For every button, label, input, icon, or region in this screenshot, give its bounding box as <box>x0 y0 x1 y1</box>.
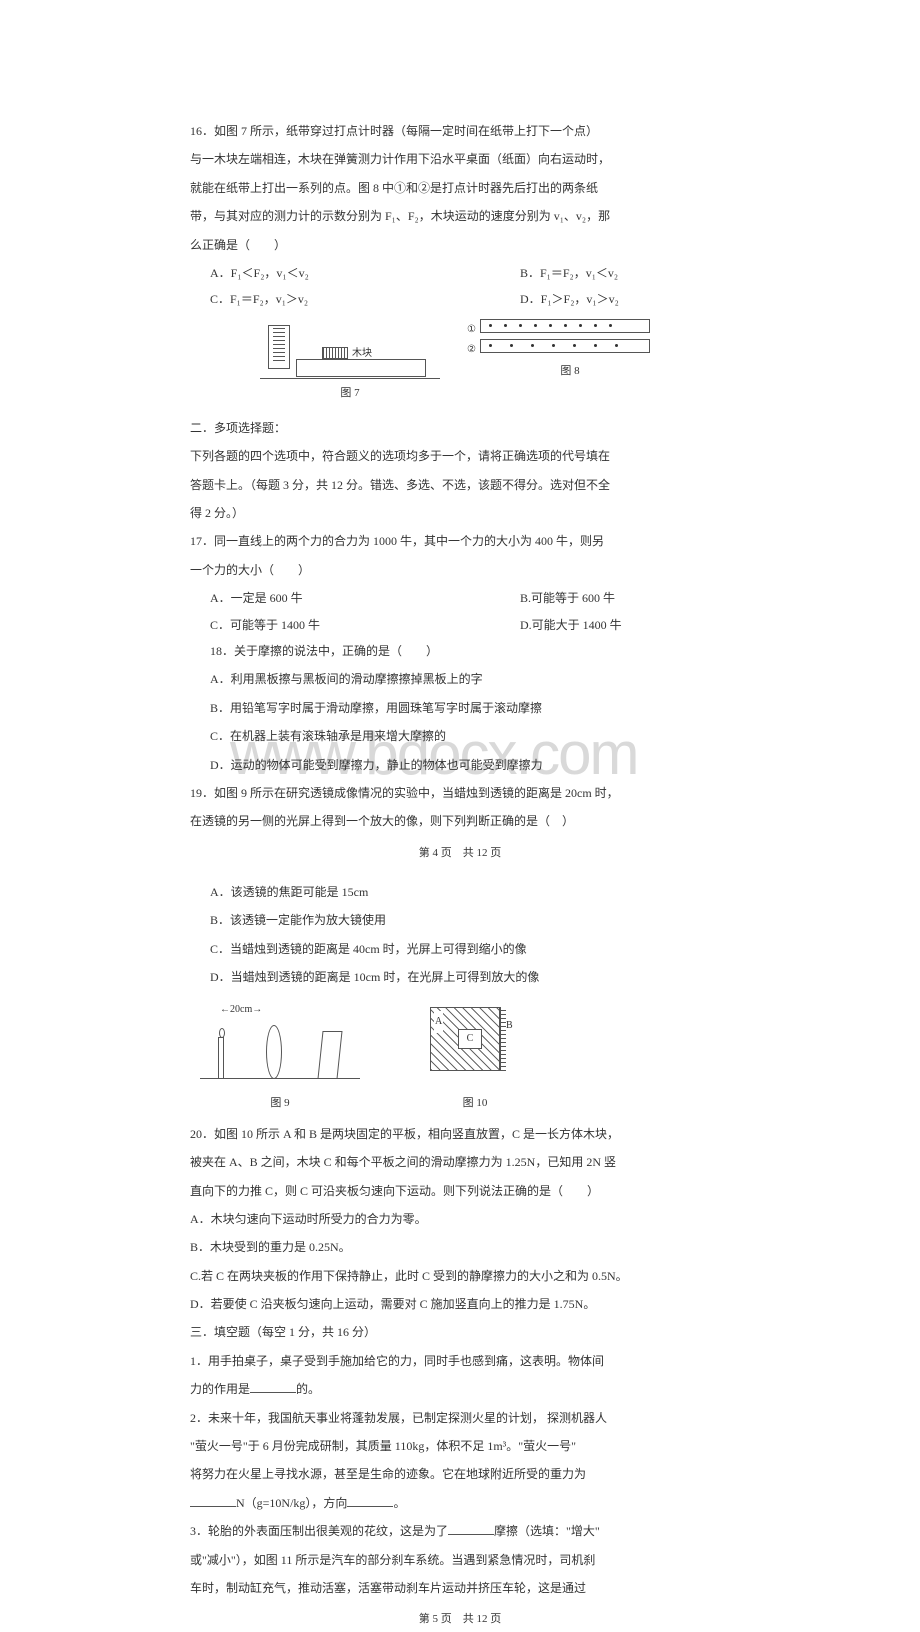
section2-desc1: 下列各题的四个选项中，符合题义的选项均多于一个，请将正确选项的代号填在 <box>190 443 730 469</box>
fill-q2d-text: N（g=10N/kg），方向 <box>236 1496 347 1510</box>
q20-line1: 20．如图 10 所示 A 和 B 是两块固定的平板，相向竖直放置，C 是一长方… <box>190 1121 730 1147</box>
fill-q1b-text: 力的作用是 <box>190 1382 250 1396</box>
lens-icon <box>266 1025 282 1079</box>
section3-title: 三．填空题（每空 1 分，共 16 分） <box>190 1319 730 1345</box>
tape-1: ① <box>480 319 650 333</box>
section2-desc2: 答题卡上。（每题 3 分，共 12 分。错选、多选、不选，该题不得分。选对但不全 <box>190 472 730 498</box>
fig9-caption: 图 9 <box>200 1091 360 1115</box>
screen-icon <box>317 1031 342 1079</box>
q18-optB: B．用铅笔写字时属于滑动摩擦，用圆珠笔写字时属于滚动摩擦 <box>190 695 730 721</box>
figure-7: 木块 图 7 <box>260 319 440 405</box>
blank-2 <box>190 1495 236 1507</box>
q16-optD: D．F₁＞F₂，v₁＞v₂ <box>420 286 730 312</box>
blank-4 <box>448 1523 494 1535</box>
q19-optD: D．当蜡烛到透镜的距离是 10cm 时，在光屏上可得到放大的像 <box>190 964 730 990</box>
fill-q2c: 将努力在火星上寻找水源，甚至是生命的迹象。它在地球附近所受的重力为 <box>190 1461 730 1487</box>
fill-q2e-text: 。 <box>393 1496 405 1510</box>
block-label: 木块 <box>352 343 372 365</box>
document-page: 16．如图 7 所示，纸带穿过打点计时器（每隔一定时间在纸带上打下一个点） 与一… <box>0 0 920 1632</box>
figure-9: ←20cm→ 图 9 <box>200 999 360 1115</box>
q17-optA: A．一定是 600 牛 <box>190 585 420 611</box>
fill-q2d: N（g=10N/kg），方向 。 <box>190 1490 730 1516</box>
tape1-label: ① <box>467 319 476 341</box>
fill-q3a-text: 3．轮胎的外表面压制出很美观的花纹，这是为了 <box>190 1524 448 1538</box>
tape2-label: ② <box>467 339 476 361</box>
candle-icon <box>218 1037 224 1079</box>
q18-stem: 18．关于摩擦的说法中，正确的是（ ） <box>190 638 730 664</box>
q20-line2: 被夹在 A、B 之间，木块 C 和每个平板之间的滑动摩擦力为 1.25N，已知用… <box>190 1149 730 1175</box>
q18-optA: A．利用黑板擦与黑板间的滑动摩擦擦掉黑板上的字 <box>190 666 730 692</box>
q20-line3: 直向下的力推 C，则 C 可沿夹板匀速向下运动。则下列说法正确的是（ ） <box>190 1178 730 1204</box>
fill-q3c: 或"减小"），如图 11 所示是汽车的部分刹车系统。当遇到紧急情况时，司机刹 <box>190 1547 730 1573</box>
section2-title: 二．多项选择题： <box>190 415 730 441</box>
q17-line2: 一个力的大小（ ） <box>190 557 730 583</box>
q20-optC: C.若 C 在两块夹板的作用下保持静止，此时 C 受到的静摩擦力的大小之和为 0… <box>190 1263 730 1289</box>
q16-line5: 么正确是（ ） <box>190 232 730 258</box>
fig7-caption: 图 7 <box>260 381 440 405</box>
figure-row-9-10: ←20cm→ 图 9 C A B 图 10 <box>200 999 730 1115</box>
q18-optC: C．在机器上装有滚珠轴承是用来增大摩擦的 <box>190 723 730 749</box>
q16-line2: 与一木块左端相连，木块在弹簧测力计作用下沿水平桌面（纸面）向右运动时， <box>190 146 730 172</box>
q20-optD: D．若要使 C 沿夹板匀速向上运动，需要对 C 施加竖直向上的推力是 1.75N… <box>190 1291 730 1317</box>
q16-line4: 带，与其对应的测力计的示数分别为 F₁、F₂，木块运动的速度分别为 v₁、v₂，… <box>190 203 730 229</box>
distance-arrows: ←20cm→ <box>220 999 262 1021</box>
fig10-caption: 图 10 <box>420 1091 530 1115</box>
section2-desc3: 得 2 分。） <box>190 500 730 526</box>
label-b: B <box>506 1015 513 1037</box>
q19-line1: 19．如图 9 所示在研究透镜成像情况的实验中，当蜡烛到透镜的距离是 20cm … <box>190 780 730 806</box>
blank-3 <box>347 1495 393 1507</box>
q16-optA: A．F₁＜F₂，v₁＜v₂ <box>190 260 420 286</box>
q19-line2: 在透镜的另一侧的光屏上得到一个放大的像，则下列判断正确的是（ ） <box>190 808 730 834</box>
q20-optA: A．木块匀速向下运动时所受力的合力为零。 <box>190 1206 730 1232</box>
q17-optC: C．可能等于 1400 牛 <box>190 612 420 638</box>
q19-optA: A．该透镜的焦距可能是 15cm <box>190 879 730 905</box>
q16-optB: B．F₁＝F₂，v₁＜v₂ <box>420 260 730 286</box>
fill-q2b: "萤火一号"于 6 月份完成研制，其质量 110kg，体积不足 1m³。"萤火一… <box>190 1433 730 1459</box>
wood-block <box>322 347 348 359</box>
tape-2: ② <box>480 339 650 353</box>
block-c: C <box>458 1029 482 1049</box>
page-footer-4: 第 4 页 共 12 页 <box>190 841 730 865</box>
label-a: A <box>434 1011 443 1033</box>
q17-line1: 17．同一直线上的两个力的合力为 1000 牛，其中一个力的大小为 400 牛，… <box>190 528 730 554</box>
page-footer-5: 第 5 页 共 12 页 <box>190 1607 730 1631</box>
figure-8: ① ② 图 8 <box>480 319 660 405</box>
fill-q1c-text: 的。 <box>296 1382 320 1396</box>
q16-line1: 16．如图 7 所示，纸带穿过打点计时器（每隔一定时间在纸带上打下一个点） <box>190 118 730 144</box>
q18-optD: D．运动的物体可能受到摩擦力，静止的物体也可能受到摩擦力 <box>190 752 730 778</box>
q19-optC: C．当蜡烛到透镜的距离是 40cm 时，光屏上可得到缩小的像 <box>190 936 730 962</box>
fill-q3a: 3．轮胎的外表面压制出很美观的花纹，这是为了 摩擦（选填："增大" <box>190 1518 730 1544</box>
q19-optB: B．该透镜一定能作为放大镜使用 <box>190 907 730 933</box>
q17-optB: B.可能等于 600 牛 <box>420 585 730 611</box>
q16-optC: C．F₁＝F₂，v₁＞v₂ <box>190 286 420 312</box>
q20-optB: B．木块受到的重力是 0.25N。 <box>190 1234 730 1260</box>
fig8-caption: 图 8 <box>480 359 660 383</box>
fill-q3d: 车时，制动缸充气，推动活塞，活塞带动刹车片运动并挤压车轮，这是通过 <box>190 1575 730 1601</box>
spring-scale-icon <box>268 325 290 369</box>
fill-q1b: 力的作用是 的。 <box>190 1376 730 1402</box>
fill-q3b-text: 摩擦（选填："增大" <box>494 1524 600 1538</box>
fill-q1a: 1．用手拍桌子，桌子受到手施加给它的力，同时手也感到痛，这表明。物体间 <box>190 1348 730 1374</box>
figure-row-7-8: 木块 图 7 ① ② 图 8 <box>190 319 730 405</box>
figure-10: C A B 图 10 <box>420 999 530 1115</box>
blank-1 <box>250 1381 296 1393</box>
q16-line3: 就能在纸带上打出一系列的点。图 8 中①和②是打点计时器先后打出的两条纸 <box>190 175 730 201</box>
fill-q2a: 2．未来十年，我国航天事业将蓬勃发展，已制定探测火星的计划， 探测机器人 <box>190 1405 730 1431</box>
q17-optD: D.可能大于 1400 牛 <box>420 612 730 638</box>
